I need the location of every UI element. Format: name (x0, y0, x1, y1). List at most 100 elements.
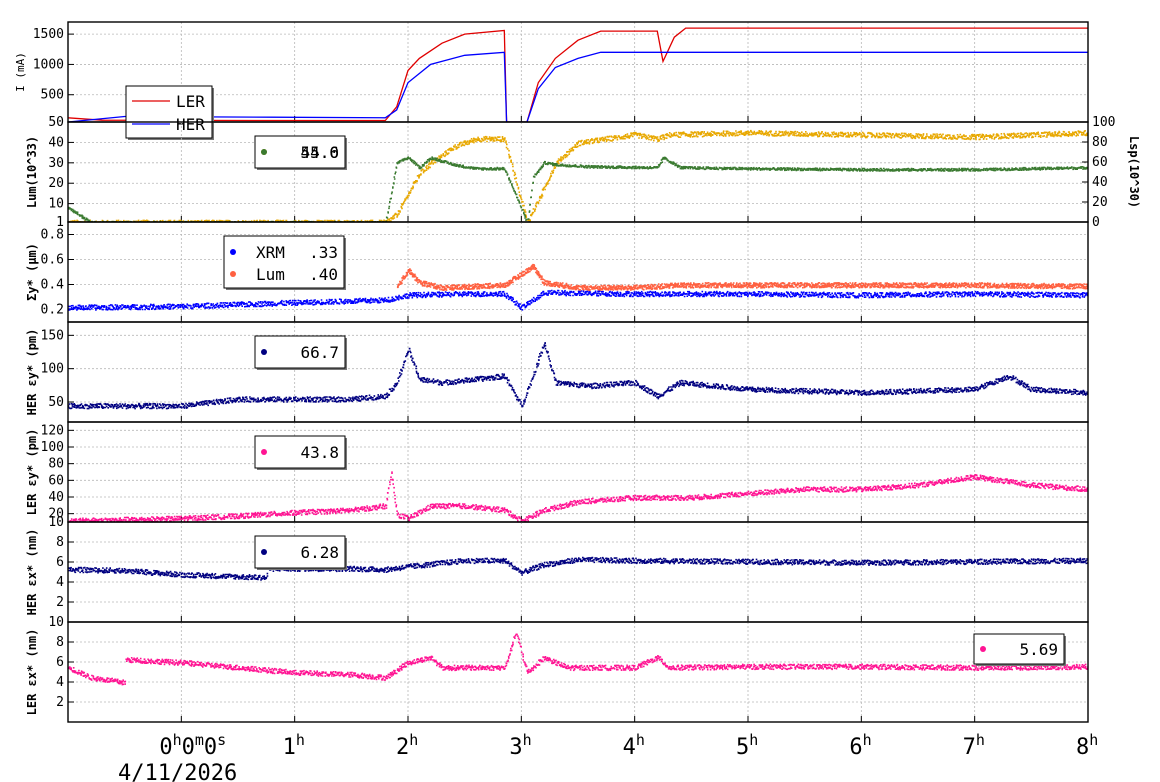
x-tick-label-part: h (749, 731, 758, 749)
y-tick-label: 1000 (33, 57, 64, 72)
y-tick-label: 0.6 (41, 253, 64, 268)
y-axis-title: HER εx* (nm) (25, 529, 39, 616)
series-points-s0 (68, 129, 1088, 222)
series-points-s0 (68, 342, 1088, 410)
y-tick-label: 2 (56, 595, 64, 610)
legend-marker (261, 349, 267, 355)
x-tick-label: 7h (963, 731, 985, 760)
legend-box (973, 633, 1065, 665)
y-tick-label: 100 (41, 362, 64, 377)
legend-value: 6.28 (300, 543, 339, 562)
y-axis-title: LER εx* (nm) (25, 629, 39, 716)
x-tick-label: 3h (509, 731, 531, 760)
legend-label: HER (176, 115, 205, 134)
y-tick-label: 40 (48, 490, 64, 505)
panel-series-group (68, 342, 1088, 410)
y-tick-label: 10 (48, 615, 64, 630)
panel-her_emit_x: 2 4 6 8 HER εx* (nm) 6.28 (25, 521, 1089, 623)
panel-frame (67, 321, 1089, 423)
panel-sigma_y: 0.2 0.4 0.6 0.8Σy* (μm) XRM .33 Lum .40 (25, 221, 1089, 323)
panel-frame (67, 521, 1089, 623)
legend-value: .33 (309, 243, 338, 262)
x-tick-label-part: 7 (963, 735, 976, 760)
y-tick-label: 4 (56, 575, 64, 590)
series-points-XRM (68, 289, 1088, 311)
y-tick-label: 0.8 (41, 228, 64, 243)
series-points-s0 (68, 471, 1088, 522)
y-axis-title: LER εy* (pm) (25, 429, 39, 516)
legend-marker (261, 449, 267, 455)
x-tick-label-part: 3 (509, 735, 522, 760)
x-tick-label-part: m (195, 731, 204, 749)
legend-marker (230, 249, 236, 255)
x-tick-label-part: h (636, 731, 645, 749)
legend-value: 66.7 (300, 343, 339, 362)
x-tick-label: 5h (736, 731, 758, 760)
y-tick-label: 0.4 (41, 278, 65, 293)
legend-marker (230, 271, 236, 277)
legend-value: 55.0 (300, 143, 339, 162)
y-tick-label: 60 (48, 473, 64, 488)
y-tick-label: 120 (41, 423, 64, 438)
panel-ler_emit_x: 2 4 6 8 10 LER εx* (nm) 5.69 (25, 615, 1089, 723)
x-tick-label-part: s (217, 731, 226, 749)
y-right-tick-label: 80 (1092, 135, 1108, 150)
legend: 43.8 (254, 435, 347, 470)
legend: 6.28 (254, 535, 347, 570)
x-tick-label-part: 6 (849, 735, 862, 760)
y-tick-label: 500 (41, 88, 64, 103)
x-tick-label-part: h (173, 731, 182, 749)
legend-marker (980, 646, 986, 652)
x-tick-label-part: h (976, 731, 985, 749)
x-tick-label-part: 1 (283, 735, 296, 760)
legend-marker (261, 149, 267, 155)
x-tick-label: 2h (396, 731, 418, 760)
y-right-tick-label: 40 (1092, 175, 1108, 190)
x-tick-label-part: 0 (182, 735, 195, 760)
x-tick-label-part: h (296, 731, 305, 749)
series-line-HER (68, 51, 1088, 122)
y-right-tick-label: 100 (1092, 115, 1115, 130)
legend: 66.7 (254, 335, 347, 370)
legend-value: .40 (309, 265, 338, 284)
y-right-tick-label: 60 (1092, 155, 1108, 170)
panel-series-group (68, 129, 1088, 222)
y-tick-label: 8 (56, 635, 64, 650)
legend-box (254, 135, 346, 169)
x-tick-label-part: h (863, 731, 872, 749)
series-points-s1 (68, 156, 1088, 222)
y-tick-label: 0.2 (41, 303, 64, 318)
y-tick-label: 20 (48, 507, 64, 522)
legend-marker (261, 549, 267, 555)
panel-series-group (68, 633, 1088, 686)
series-line-LER (68, 27, 1088, 122)
legend-label: Lum (256, 265, 285, 284)
legend: 5.69 (973, 633, 1066, 666)
panel-frame (67, 621, 1089, 723)
y-tick-label: 2 (56, 695, 64, 710)
legend: 55.044.6 (254, 135, 347, 170)
y-tick-label: 100 (41, 440, 64, 455)
legend-box (254, 335, 346, 369)
x-tick-label: 4h (623, 731, 645, 760)
legend-box (125, 85, 213, 139)
y-tick-label: 6 (56, 655, 64, 670)
y-axis-title: HER εy* (pm) (25, 329, 39, 416)
y-right-tick-label: 20 (1092, 195, 1108, 210)
legend-box (223, 235, 345, 289)
legend-value: 44.6 (300, 143, 339, 162)
series-points-s0 (68, 633, 1088, 686)
x-tick-label: 1h (283, 731, 305, 760)
legend-label: LER (176, 92, 205, 111)
panel-luminosity: 1 10 20 30 40 0 20 40 60 80 100 Lsp(10^30) Lum(10^33… (25, 115, 1141, 230)
series-points-Lum (396, 263, 1088, 291)
x-tick-label-part: 0 (159, 735, 172, 760)
x-tick-label-part: h (409, 731, 418, 749)
panel-frame (67, 21, 1089, 123)
x-tick-label-part: 0 (204, 735, 217, 760)
x-tick-label-part: 8 (1076, 735, 1089, 760)
x-tick-label-part: 5 (736, 735, 749, 760)
legend: LER HER (125, 85, 214, 140)
x-tick-label: 0h0m0s (159, 731, 226, 760)
